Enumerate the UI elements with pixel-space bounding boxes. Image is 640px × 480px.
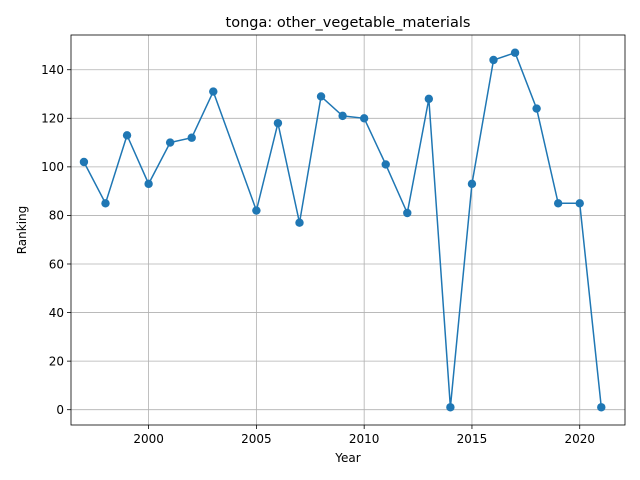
data-point [467, 179, 477, 189]
data-point [403, 208, 412, 218]
data-point [338, 111, 347, 121]
data-point [101, 199, 110, 208]
chart-title: tonga: other_vegetable_materials [226, 15, 471, 31]
data-point [79, 157, 89, 167]
data-point [209, 87, 218, 96]
data-point [144, 179, 153, 189]
data-point [122, 131, 132, 140]
data-point [553, 199, 563, 208]
plot-frame [70, 34, 626, 426]
y-tick-label: 60 [49, 257, 64, 271]
series-layer [79, 48, 606, 412]
y-axis-label: Ranking [15, 206, 29, 255]
data-point [381, 160, 390, 169]
x-tick-label: 2005 [241, 432, 272, 446]
data-point [295, 218, 304, 227]
y-tick-label: 0 [56, 403, 64, 417]
x-tick-label: 2015 [457, 432, 488, 446]
series-line [83, 51, 603, 408]
x-tick-label: 2020 [564, 432, 595, 446]
x-axis-label: Year [334, 451, 360, 465]
data-point [575, 199, 584, 208]
data-point [597, 403, 606, 412]
data-point [316, 92, 326, 101]
grid [71, 35, 625, 425]
y-tick-label: 20 [49, 354, 64, 368]
y-tick-label: 80 [49, 209, 64, 223]
data-point [424, 94, 434, 104]
data-point [273, 118, 283, 128]
x-tick-label: 2000 [133, 432, 164, 446]
y-tick-label: 120 [41, 112, 64, 126]
y-tick-label: 40 [49, 306, 64, 320]
y-tick-label: 100 [41, 160, 64, 174]
y-tick-label: 140 [41, 63, 64, 77]
data-point [489, 55, 498, 65]
ticks: 2000 2005 2010 2015 2020 0 20 40 60 80 100 120 140 [41, 63, 595, 446]
x-tick-label: 2010 [349, 432, 380, 446]
data-point [446, 403, 455, 412]
data-point [252, 206, 261, 215]
data-point [187, 133, 196, 142]
data-point [165, 138, 175, 147]
data-point [532, 104, 541, 113]
data-point [359, 114, 369, 123]
data-point [510, 48, 520, 57]
